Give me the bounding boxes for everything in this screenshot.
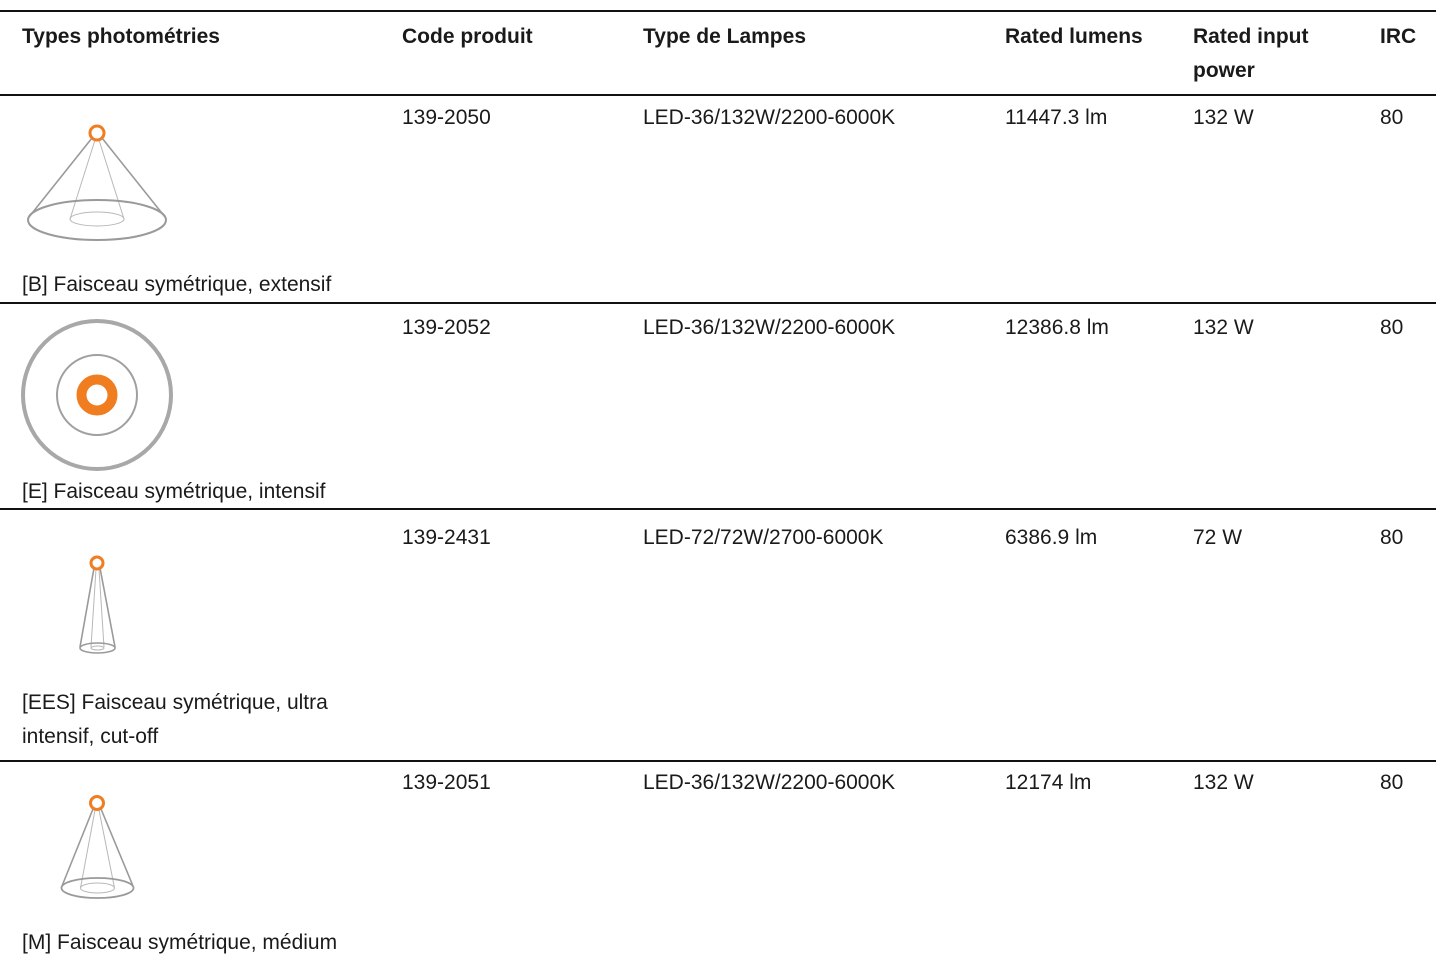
table-header: Types photométries Code produit Type de … xyxy=(0,0,1436,94)
product-code-cell: 139-2431 xyxy=(402,526,491,549)
beam-inner-edge-right xyxy=(98,139,125,220)
rated-lumens-cell: 11447.3 lm xyxy=(1005,106,1108,129)
rated-lumens-cell: 12386.8 lm xyxy=(1005,316,1109,339)
beam-footprint-outer xyxy=(60,877,135,899)
rated-power-cell: 132 W xyxy=(1193,316,1254,339)
light-source-marker xyxy=(76,374,118,416)
beam-outer-edge-left xyxy=(28,137,93,218)
photometry-type-label: [E] Faisceau symétrique, intensif xyxy=(22,480,326,503)
beam-inner-edge-left xyxy=(80,809,96,889)
photometry-type-label: [M] Faisceau symétrique, médium xyxy=(22,931,338,954)
irc-cell: 80 xyxy=(1380,316,1404,339)
rated-lumens-cell: 6386.9 lm xyxy=(1005,526,1098,549)
photometry-type-label: [EES] Faisceau symétrique, ultra intensi… xyxy=(22,691,328,748)
table-row: [EES] Faisceau symétrique, ultra intensi… xyxy=(0,510,1436,760)
product-code-cell: 139-2052 xyxy=(402,316,491,339)
lamp-type-cell: LED-36/132W/2200-6000K xyxy=(643,316,896,339)
table-top-border xyxy=(0,10,1436,12)
beam-outer-edge-right xyxy=(101,137,166,218)
lamp-type-cell: LED-36/132W/2200-6000K xyxy=(643,771,896,794)
table-row: [M] Faisceau symétrique, médium 139-2051… xyxy=(0,762,1436,965)
rated-power-cell: 72 W xyxy=(1193,526,1243,549)
beam-inner-edge-right xyxy=(98,568,105,648)
symmetric-intensive-beam-top-view-icon xyxy=(21,319,173,471)
beam-outer-edge-right xyxy=(100,808,134,887)
product-code-cell: 139-2051 xyxy=(402,771,491,794)
lamp-type-cell: LED-36/132W/2200-6000K xyxy=(643,106,896,129)
lamp-type-cell: LED-72/72W/2700-6000K xyxy=(643,526,884,549)
header-rated-input-power: Rated input power xyxy=(1193,25,1309,82)
symmetric-ultra-intensive-cutoff-beam-icon xyxy=(79,555,116,654)
beam-outer-ring xyxy=(21,319,173,471)
irc-cell: 80 xyxy=(1380,106,1404,129)
header-lamp-type: Type de Lampes xyxy=(643,25,806,48)
beam-inner-edge-left xyxy=(69,139,96,220)
header-bottom-border xyxy=(0,94,1436,96)
symmetric-extensive-beam-icon xyxy=(27,124,167,241)
beam-inner-edge-left xyxy=(90,568,97,648)
rated-power-cell: 132 W xyxy=(1193,771,1254,794)
irc-cell: 80 xyxy=(1380,771,1404,794)
beam-footprint-outer xyxy=(79,642,116,654)
row-divider xyxy=(0,508,1436,510)
rated-lumens-cell: 12174 lm xyxy=(1005,771,1092,794)
beam-outer-edge-left xyxy=(79,567,95,648)
row-divider xyxy=(0,760,1436,762)
photometry-type-label: [B] Faisceau symétrique, extensif xyxy=(22,273,332,296)
beam-inner-edge-right xyxy=(98,809,115,889)
header-product-code: Code produit xyxy=(402,25,533,48)
beam-inner-ring xyxy=(56,354,138,436)
row-divider xyxy=(0,302,1436,304)
symmetric-medium-beam-icon xyxy=(60,795,135,899)
beam-footprint-inner xyxy=(90,645,105,651)
beam-outer-edge-right xyxy=(99,567,116,648)
beam-outer-edge-left xyxy=(61,808,94,887)
header-rated-lumens: Rated lumens xyxy=(1005,25,1143,48)
rated-power-cell: 132 W xyxy=(1193,106,1254,129)
beam-footprint-inner xyxy=(80,882,115,894)
product-code-cell: 139-2050 xyxy=(402,106,491,129)
beam-footprint-outer xyxy=(27,199,167,241)
header-irc: IRC xyxy=(1380,25,1417,48)
beam-footprint-inner xyxy=(69,211,125,227)
light-source-marker xyxy=(89,555,105,571)
light-source-marker xyxy=(89,795,105,811)
light-source-marker xyxy=(88,124,106,142)
table-row: [E] Faisceau symétrique, intensif 139-20… xyxy=(0,304,1436,508)
table-row: [B] Faisceau symétrique, extensif 139-20… xyxy=(0,96,1436,302)
irc-cell: 80 xyxy=(1380,526,1404,549)
header-photometry-types: Types photométries xyxy=(22,25,220,48)
